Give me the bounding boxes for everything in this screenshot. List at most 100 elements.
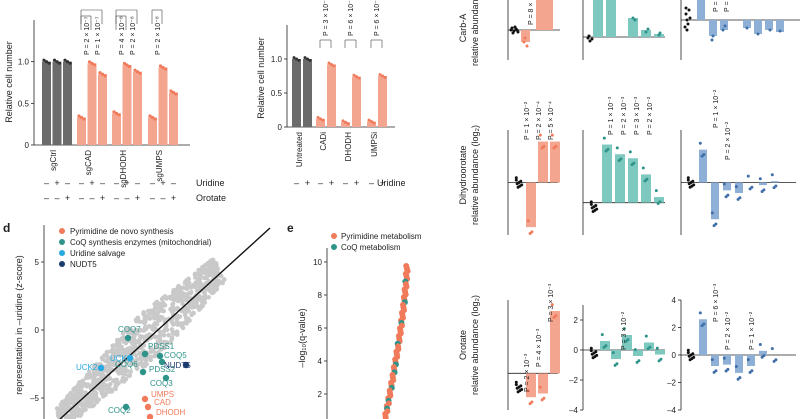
data-point	[589, 200, 593, 204]
background-point	[92, 362, 98, 368]
background-point	[174, 332, 180, 337]
background-point	[183, 315, 189, 321]
background-point	[115, 347, 120, 352]
background-point	[115, 340, 120, 346]
condition-sign: +	[100, 193, 105, 203]
data-point	[79, 115, 84, 120]
background-point	[152, 315, 157, 321]
background-point	[174, 315, 180, 321]
bar	[743, 20, 751, 28]
bar	[602, 144, 612, 203]
condition-sign: +	[135, 193, 140, 203]
background-point	[115, 351, 120, 357]
data-point	[554, 314, 558, 318]
y-tick-label: 6	[318, 324, 323, 333]
background-point	[184, 279, 189, 284]
data-point	[550, 133, 554, 137]
background-point	[206, 294, 211, 300]
background-point	[107, 366, 113, 372]
background-point	[153, 344, 159, 350]
coq-point	[156, 352, 164, 360]
data-point	[641, 166, 645, 170]
y-axis-title: Relative cell number	[4, 41, 14, 123]
data-point	[594, 350, 598, 354]
bar	[378, 76, 387, 127]
gene-label: PDSS1	[148, 342, 175, 351]
data-point	[519, 179, 523, 183]
pyrimidine-point	[141, 395, 149, 403]
data-point	[520, 183, 524, 187]
background-point	[91, 367, 97, 373]
gene-label: NUDT5	[164, 361, 191, 370]
condition-sign: +	[171, 193, 176, 203]
data-point	[738, 376, 742, 380]
legend-marker	[59, 250, 65, 256]
coq-point	[122, 403, 130, 411]
background-point	[144, 361, 149, 367]
background-point	[60, 405, 66, 410]
bar	[42, 61, 51, 145]
background-point	[175, 305, 180, 311]
background-point	[180, 325, 186, 331]
condition-sign: +	[329, 178, 334, 188]
background-point	[123, 376, 129, 382]
x-category-label: DHODH	[344, 132, 353, 162]
x-category-label: sgCtrl	[49, 150, 58, 171]
gene-label: UCK1	[110, 354, 132, 363]
background-point	[149, 311, 154, 316]
condition-sign: –	[65, 178, 70, 188]
data-point	[606, 147, 610, 151]
condition-sign: –	[135, 178, 140, 188]
background-point	[100, 356, 105, 362]
gene-label: COQ5	[164, 351, 187, 360]
p-value-label: P = 8 ×	[528, 3, 535, 25]
data-point	[738, 196, 742, 200]
y-tick-label: 0	[574, 346, 579, 355]
background-point	[121, 368, 126, 374]
bar	[63, 61, 72, 145]
background-point	[78, 380, 83, 385]
data-point	[381, 74, 384, 78]
data-point	[686, 176, 690, 180]
background-point	[182, 309, 188, 315]
coq-point	[124, 334, 132, 342]
background-point	[87, 403, 92, 409]
background-point	[96, 370, 102, 376]
data-point	[133, 68, 137, 72]
background-point	[93, 390, 99, 396]
background-point	[153, 305, 158, 310]
data-point	[714, 222, 718, 226]
data-point	[595, 353, 599, 357]
data-point	[292, 56, 296, 60]
gene-label: UCK2	[76, 363, 98, 372]
legend-marker	[331, 244, 337, 250]
data-point	[723, 24, 727, 28]
background-point	[79, 388, 85, 394]
data-point	[774, 184, 778, 188]
p-value-label: P = 1 × 10⁻²	[713, 89, 720, 128]
background-point	[189, 303, 195, 308]
bar	[292, 59, 301, 127]
data-point	[622, 327, 626, 331]
background-point	[68, 400, 74, 405]
background-point	[148, 357, 153, 363]
data-point	[688, 16, 692, 20]
data-point	[135, 70, 140, 74]
p-value-label: P = 1 × 10⁻³	[608, 96, 615, 135]
background-point	[138, 333, 143, 339]
background-point	[180, 285, 185, 291]
bar	[538, 373, 548, 394]
background-point	[145, 308, 151, 314]
data-point	[698, 311, 702, 315]
p-value-label: P = 2 × 10⁻⁷	[84, 16, 91, 55]
y-tick-label: –2	[667, 379, 676, 388]
bar	[169, 92, 178, 145]
data-point	[127, 64, 132, 69]
bar	[122, 65, 132, 145]
background-point	[131, 331, 137, 337]
data-point	[702, 322, 706, 326]
bar	[711, 182, 719, 220]
data-point	[686, 351, 690, 355]
data-point	[57, 61, 62, 65]
data-point	[148, 114, 152, 118]
